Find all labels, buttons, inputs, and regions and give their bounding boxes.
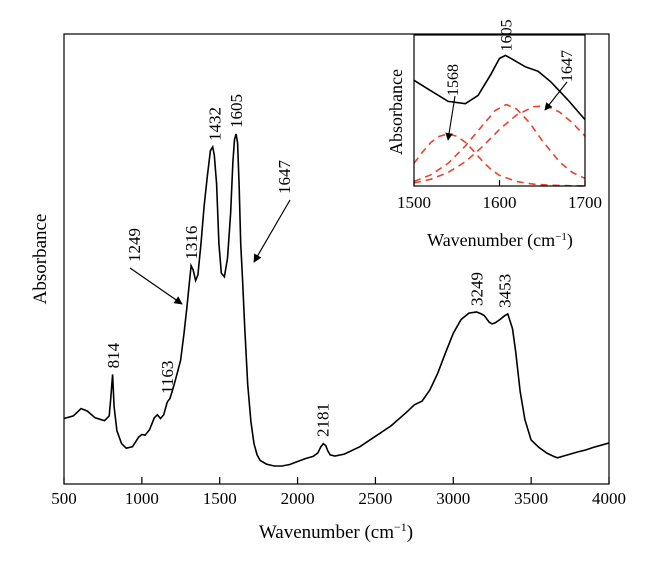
- main-peak-label: 3249: [468, 272, 487, 306]
- inset-annotation-arrow: [544, 81, 568, 111]
- main-x-tick-label: 1500: [203, 489, 237, 508]
- inset-peak-annotations: 1568 1605 1647: [445, 19, 576, 141]
- inset-y-axis-title: Absorbance: [386, 69, 406, 155]
- main-x-tick-label: 3000: [436, 489, 470, 508]
- main-peak-label: 1605: [227, 94, 246, 128]
- main-peak-label: 1647: [275, 160, 294, 195]
- inset-peak-label: 1568: [445, 64, 462, 96]
- main-peak-label: 1316: [182, 226, 201, 260]
- main-peak-label: 814: [104, 342, 123, 368]
- inset-peak-label: 1647: [559, 50, 576, 82]
- main-peak-label: 3453: [496, 274, 515, 308]
- main-annotation-arrow: [129, 267, 183, 305]
- main-x-tick-label: 2500: [358, 489, 392, 508]
- main-peak-label: 1249: [125, 228, 144, 262]
- main-x-tick-label: 1000: [125, 489, 159, 508]
- inset-chart: 1500 1600 1700 1568 1605 1647 Wavenumber (cm…: [386, 19, 602, 251]
- inset-fit-component-3: [413, 105, 586, 184]
- inset-peak-label: 1605: [498, 19, 515, 51]
- main-x-tick-label: 500: [51, 489, 77, 508]
- main-peak-label: 1432: [205, 107, 224, 141]
- main-peak-label: 2181: [313, 403, 332, 437]
- inset-x-ticks: 1500 1600 1700: [397, 180, 602, 212]
- main-x-ticks: 500 1000 1500 2000 2500 3000 3500 4000: [51, 477, 626, 508]
- main-x-tick-label: 3500: [514, 489, 548, 508]
- main-x-tick-label: 2000: [281, 489, 315, 508]
- inset-fit-component-2: [413, 103, 586, 183]
- main-y-axis-title: Absorbance: [30, 214, 51, 305]
- inset-x-tick-label: 1500: [397, 193, 431, 212]
- main-absorbance-line: [63, 133, 610, 467]
- main-peak-label: 1163: [158, 361, 177, 394]
- inset-absorbance-line: [413, 54, 586, 121]
- main-plot-frame: [63, 33, 610, 485]
- inset-fit-component-1: [413, 133, 586, 187]
- main-x-tick-label: 4000: [592, 489, 626, 508]
- inset-x-axis-title: Wavenumber (cm−1): [427, 230, 573, 251]
- inset-x-tick-label: 1600: [483, 193, 517, 212]
- main-chart: 500 1000 1500 2000 2500 3000 3500 4000 814 1163 1…: [30, 33, 626, 543]
- main-x-axis-title: Wavenumber (cm−1): [259, 520, 413, 543]
- inset-series-group: [413, 54, 586, 187]
- inset-annotation-arrow: [445, 95, 456, 141]
- main-annotation-arrow: [253, 199, 291, 263]
- main-peak-annotations: 814 1163 1249 1316 1432 1605 1647 2181 3249 3453: [104, 94, 515, 437]
- inset-x-tick-label: 1700: [568, 193, 602, 212]
